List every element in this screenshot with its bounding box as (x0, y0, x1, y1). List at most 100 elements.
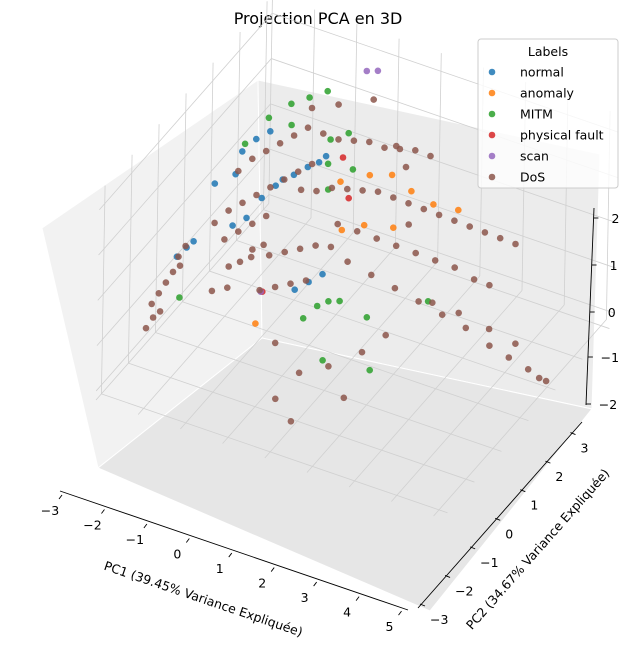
point-dos-84 (287, 280, 294, 288)
y-tick-label-5: 2 (555, 469, 563, 484)
grid-x-back-0 (268, 0, 273, 204)
point-anomaly-7 (360, 221, 368, 229)
point-dos-0 (148, 300, 155, 308)
y-tick-2 (469, 546, 476, 550)
point-dos-77 (296, 245, 304, 253)
x-tick-label-4: 1 (216, 561, 224, 576)
point-dos-91 (340, 394, 348, 402)
point-dos-11 (225, 207, 232, 214)
legend-marker-1 (488, 89, 496, 97)
legend-box (477, 38, 619, 189)
point-dos-58 (470, 276, 478, 283)
point-anomaly-6 (252, 320, 259, 327)
point-dos-3 (169, 268, 177, 276)
point-dos-97 (335, 101, 342, 108)
point-dos-8 (175, 253, 182, 260)
point-dos-34 (412, 147, 419, 154)
x-axis-label: PC1 (39.45% Variance Expliquée) (102, 558, 305, 640)
grid-z-back-0 (268, 194, 616, 314)
point-physical-fault-1 (345, 194, 353, 202)
point-anomaly-2 (388, 171, 396, 179)
x-tick-label-0: −3 (41, 503, 59, 518)
point-dos-29 (335, 136, 342, 143)
point-dos-31 (366, 138, 373, 146)
point-dos-67 (505, 354, 513, 361)
point-dos-74 (512, 340, 519, 348)
point-dos-61 (368, 271, 375, 279)
point-dos-57 (451, 264, 459, 271)
point-mitm-11 (299, 315, 307, 322)
point-dos-2 (162, 279, 170, 286)
point-dos-9 (182, 242, 189, 250)
point-dos-14 (267, 184, 274, 191)
series-anomaly (252, 171, 462, 327)
point-normal-10 (315, 159, 323, 166)
point-dos-7 (156, 308, 164, 315)
point-dos-82 (256, 286, 263, 294)
point-normal-15 (291, 286, 299, 294)
legend-label-0: normal (520, 65, 564, 80)
point-dos-94 (358, 348, 366, 356)
x-tick-5 (270, 567, 275, 572)
point-dos-15 (281, 176, 288, 183)
point-dos-22 (235, 167, 242, 175)
series-mitm (176, 87, 432, 374)
point-mitm-18 (324, 160, 332, 168)
point-dos-47 (466, 223, 474, 230)
grid-x-back-1 (310, 9, 316, 219)
point-dos-25 (276, 140, 284, 147)
legend-marker-4 (488, 152, 496, 160)
point-dos-102 (236, 258, 244, 266)
point-normal-8 (229, 222, 236, 229)
x-axis-line (59, 490, 409, 611)
point-normal-3 (258, 194, 266, 202)
point-mitm-4 (241, 140, 249, 148)
grid-y-left-1 (128, 154, 133, 364)
point-anomaly-5 (455, 206, 462, 214)
point-mitm-5 (327, 136, 334, 143)
point-dos-44 (420, 205, 428, 213)
grid-y-left-4 (209, 62, 214, 272)
grid-lines (95, 0, 619, 517)
point-dos-98 (308, 104, 316, 112)
point-dos-71 (429, 299, 436, 307)
point-dos-16 (294, 168, 302, 175)
point-dos-19 (235, 228, 242, 235)
point-dos-85 (302, 277, 310, 284)
point-dos-95 (382, 331, 390, 339)
axis-ticks: −3 −2 −1 0 1 2 3 4 5 −3 −2 −1 0 1 2 3 −2 −1 0 1 2 (41, 211, 620, 634)
point-mitm-3 (265, 114, 273, 122)
point-dos-100 (402, 163, 410, 171)
point-dos-60 (344, 258, 351, 266)
grid-z-back-2 (270, 103, 617, 224)
legend-label-5: DoS (520, 170, 545, 185)
point-dos-79 (327, 243, 335, 251)
point-dos-52 (353, 228, 361, 235)
legend-label-1: anomaly (520, 86, 575, 101)
point-scan-0 (363, 67, 371, 75)
point-anomaly-4 (430, 201, 437, 208)
point-normal-13 (252, 135, 260, 143)
point-dos-51 (334, 220, 342, 228)
point-dos-90 (325, 363, 332, 370)
grid-y-floor-1 (128, 362, 475, 483)
y-tick-5 (545, 460, 551, 464)
grid-z-back-1 (269, 148, 616, 269)
y-tick-0 (419, 603, 426, 607)
point-dos-30 (350, 137, 358, 144)
point-mitm-1 (306, 94, 313, 101)
point-dos-43 (405, 200, 412, 207)
point-normal-14 (267, 128, 274, 135)
point-dos-27 (304, 124, 312, 131)
point-dos-68 (524, 366, 532, 373)
point-dos-72 (455, 309, 463, 317)
grid-z-left-4 (99, 12, 273, 211)
pane-floor (97, 337, 593, 612)
x-tick-label-5: 2 (258, 576, 266, 591)
point-dos-45 (435, 211, 443, 219)
point-dos-104 (405, 221, 413, 228)
y-tick-label-4: 1 (530, 498, 538, 513)
legend-marker-0 (488, 68, 496, 76)
point-dos-103 (247, 253, 255, 261)
y-tick-label-0: −3 (430, 612, 448, 627)
